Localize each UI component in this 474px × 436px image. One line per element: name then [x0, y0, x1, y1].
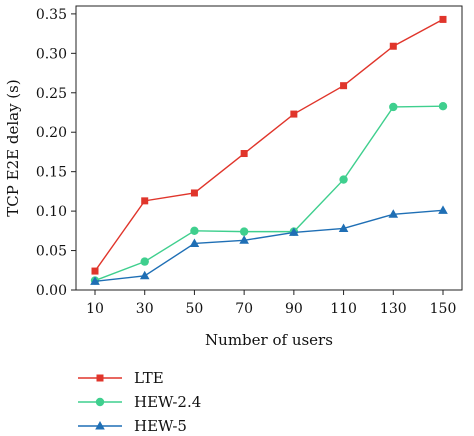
legend-label: HEW-5: [134, 417, 187, 435]
data-point: [389, 102, 398, 112]
data-point: [91, 267, 99, 275]
x-tick-label: 30: [136, 301, 154, 317]
data-point: [239, 227, 249, 236]
data-point: [338, 223, 349, 232]
legend-marker: [95, 421, 105, 430]
data-point: [438, 205, 448, 214]
data-point: [438, 101, 448, 111]
series-hew-2-4: [90, 101, 448, 285]
legend-marker: [96, 374, 104, 382]
y-tick-label: 0.10: [36, 204, 67, 220]
x-axis-title: Number of users: [205, 331, 333, 349]
y-tick-label: 0.35: [36, 7, 67, 23]
legend: LTE HEW-2.4 HEW-5: [78, 369, 201, 435]
x-tick-label: 110: [330, 301, 357, 317]
data-point: [389, 42, 397, 50]
data-point: [90, 276, 100, 285]
y-tick-label: 0.05: [36, 244, 67, 260]
series-lte: [91, 15, 447, 275]
y-tick-label: 0.00: [36, 283, 67, 299]
legend-label: LTE: [134, 369, 164, 387]
y-tick-label: 0.25: [36, 86, 67, 102]
data-point: [140, 257, 149, 266]
legend-item: HEW-2.4: [78, 393, 201, 411]
data-point: [189, 238, 200, 247]
y-tick-label: 0.15: [36, 165, 67, 181]
y-tick-label: 0.30: [36, 46, 67, 62]
legend-marker: [95, 397, 105, 407]
series-line: [94, 18, 444, 272]
legend-item: LTE: [78, 369, 164, 387]
y-tick-label: 0.20: [36, 125, 67, 141]
plot-frame: [75, 5, 463, 291]
data-point: [239, 235, 249, 244]
data-point: [139, 270, 150, 280]
legend-label: HEW-2.4: [134, 393, 201, 411]
series-hew-5: [90, 205, 448, 285]
axes: 0.00 0.05 0.10 0.15 0.20 0.25 0.30 0.35 10 30 50 70…: [4, 5, 463, 349]
data-point: [141, 197, 149, 205]
series-line: [94, 105, 444, 282]
data-point: [190, 226, 199, 236]
x-tick-label: 50: [186, 301, 204, 317]
data-point: [388, 209, 399, 218]
x-tick-label: 150: [430, 301, 457, 317]
data-point: [240, 150, 248, 158]
series-line: [94, 209, 444, 283]
data-point: [339, 175, 348, 184]
x-tick-label: 90: [285, 301, 303, 317]
x-tick-label: 70: [235, 301, 253, 317]
data-point: [290, 110, 298, 118]
legend-item: HEW-5: [78, 417, 187, 435]
y-axis-title: TCP E2E delay (s): [4, 79, 22, 216]
x-tick-label: 130: [380, 301, 407, 317]
series-lines: [90, 15, 448, 285]
data-point: [289, 227, 299, 236]
data-point: [439, 15, 447, 23]
data-point: [190, 189, 198, 197]
data-point: [340, 82, 348, 90]
x-tick-label: 10: [86, 301, 104, 317]
